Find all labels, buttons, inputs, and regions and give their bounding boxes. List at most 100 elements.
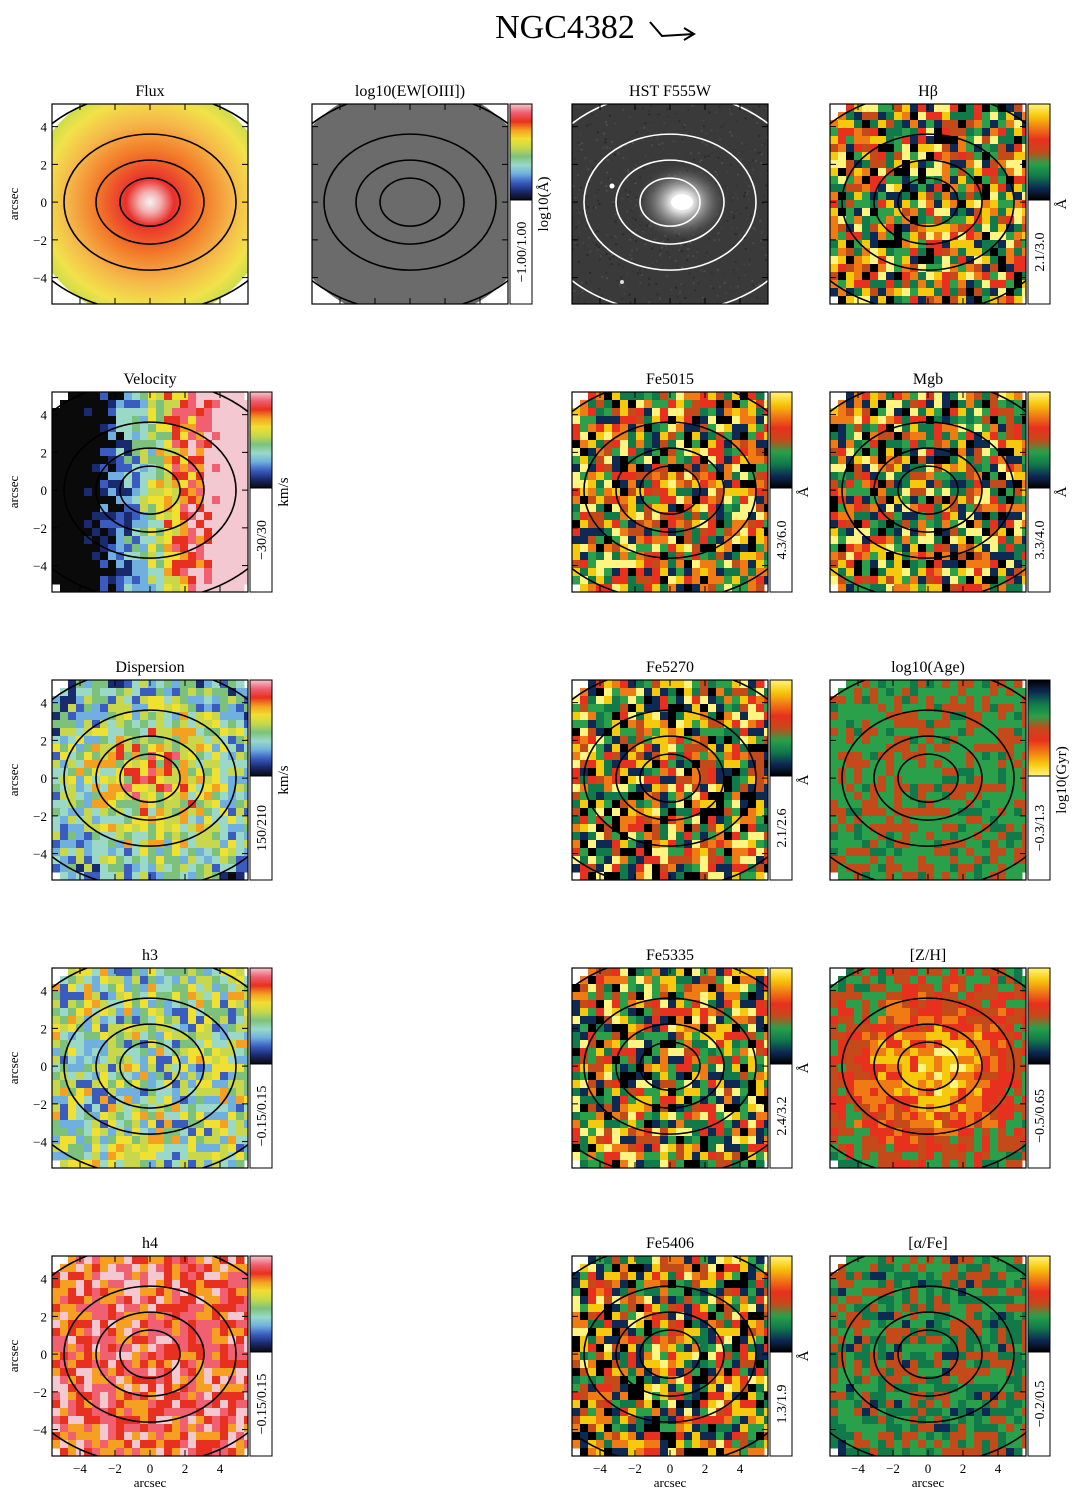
colorbar-range: 1.3/1.9 [775,1385,790,1424]
colorbar: −30/30 km/s [249,391,292,593]
isophote-contour [583,133,757,271]
isophote-contour [841,133,1015,271]
panel-title: Fe5015 [646,371,694,388]
isophote-contour [841,1285,1015,1423]
axis-ticks [572,1256,768,1456]
panel-h4: h4 4 2 0 −2 −4 arcsec −4 −2 0 2 4 arcsec −0.15/0.15 [6,1235,273,1490]
isophote-contour [615,159,725,245]
map-image [52,104,248,304]
isophote-contour [95,159,205,245]
colorbar-range: −0.15/0.15 [255,1374,270,1435]
x-tick-label: −2 [628,1461,642,1476]
colorbar-range: −30/30 [255,520,270,560]
x-axis-label: arcsec [912,1475,945,1490]
axis-ticks [52,968,248,1168]
colorbar-range: 2.1/2.6 [775,809,790,848]
isophote-contour [639,1329,701,1379]
colorbar: 3.3/4.0 Å [1027,391,1070,593]
isophote-contour [379,177,441,227]
isophote-contour [95,1023,205,1109]
map-image [572,104,768,304]
colorbar-label: Å [796,486,812,497]
isophote-contour [873,447,983,533]
map-image [830,968,1026,1168]
y-tick-label: 4 [41,984,48,999]
x-tick-label: 0 [925,1461,932,1476]
axis-ticks [572,680,768,880]
colorbar: −0.2/0.5 [1027,1255,1051,1457]
colorbar-range: −0.5/0.65 [1033,1089,1048,1143]
colorbar: −1.00/1.00 log10(Å) [509,103,552,305]
y-tick-label: −4 [33,847,47,862]
panel-title: Dispersion [115,659,184,676]
colorbar: −0.15/0.15 [249,1255,273,1457]
panel-afe: [α/Fe] −4 −2 0 2 4 arcsec −0.2/0.5 [829,1235,1051,1490]
x-axis-label: arcsec [134,1475,167,1490]
figure-title: NGC4382 [495,9,635,46]
isophote-contour [897,177,959,227]
isophote-contour [95,735,205,821]
isophote-contour [355,159,465,245]
map-image [830,104,1026,304]
isophote-contour [615,447,725,533]
map-image [52,392,248,592]
isophote-contour [841,421,1015,559]
y-tick-label: 0 [41,1347,48,1362]
map-image [572,1256,768,1456]
panel-title: h4 [142,1235,158,1252]
isophote-contour [119,753,181,803]
map-image [52,680,248,880]
isophote-contour [119,465,181,515]
axis-ticks [52,1256,248,1456]
y-tick-label: −4 [33,271,47,286]
isophote-contour [615,1023,725,1109]
isophote-contour [639,177,701,227]
y-axis-label: arcsec [6,1052,21,1085]
x-tick-label: −2 [886,1461,900,1476]
panel-fe5270: Fe5270 2.1/2.6 Å [571,659,812,881]
colorbar-label: Å [796,1062,812,1073]
isophote-contour [95,447,205,533]
panel-flux: Flux 4 2 0 −2 −4 arcsec [6,83,249,305]
isophote-contour [63,133,237,271]
y-tick-label: 4 [41,1272,48,1287]
colorbar-range: −0.3/1.3 [1033,805,1048,852]
axis-ticks [572,968,768,1168]
panel-age: log10(Age) −0.3/1.3 log10(Gyr) [829,659,1070,881]
isophote-contour [841,997,1015,1135]
axis-ticks [312,104,508,304]
isophote-contour [63,421,237,559]
isophote-contour [583,709,757,847]
x-tick-label: 2 [702,1461,709,1476]
panel-zh: [Z/H] −0.5/0.65 [829,947,1051,1169]
isophote-contour [583,1285,757,1423]
map-image [312,104,508,304]
y-tick-label: −2 [33,521,47,536]
colorbar: 2.4/3.2 Å [769,967,812,1169]
x-tick-label: 2 [960,1461,967,1476]
panel-mgb: Mgb 3.3/4.0 Å [829,371,1070,593]
isophote-contour [119,1329,181,1379]
map-image [572,392,768,592]
y-tick-label: 4 [41,696,48,711]
isophote-contour [323,133,497,271]
colorbar-label: km/s [276,765,292,794]
x-tick-label: 2 [182,1461,189,1476]
panel-title: Mgb [913,371,943,388]
colorbar: 150/210 km/s [249,679,292,881]
x-tick-label: −4 [593,1461,607,1476]
map-image [830,1256,1026,1456]
y-tick-label: 2 [41,1021,48,1036]
colorbar: 2.1/3.0 Å [1027,103,1070,305]
isophote-contour [63,1285,237,1423]
colorbar: −0.15/0.15 [249,967,273,1169]
y-tick-label: 0 [41,195,48,210]
colorbar-label: log10(Gyr) [1054,746,1070,814]
x-tick-label: 4 [995,1461,1002,1476]
axis-ticks [52,104,248,304]
y-tick-label: 0 [41,483,48,498]
colorbar-range: −0.15/0.15 [255,1086,270,1147]
y-axis-label: arcsec [6,1340,21,1373]
panel-hst: HST F555W [571,83,769,305]
